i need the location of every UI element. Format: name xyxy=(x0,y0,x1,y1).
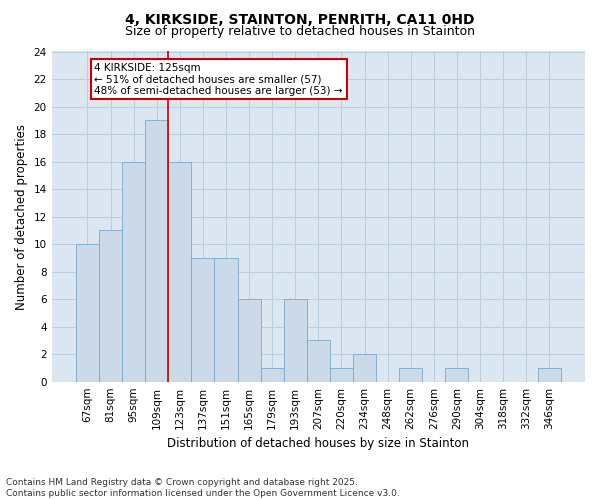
Bar xyxy=(214,258,238,382)
Bar xyxy=(238,299,260,382)
Bar xyxy=(168,162,191,382)
Bar xyxy=(538,368,561,382)
Text: 4, KIRKSIDE, STAINTON, PENRITH, CA11 0HD: 4, KIRKSIDE, STAINTON, PENRITH, CA11 0HD xyxy=(125,12,475,26)
Bar xyxy=(353,354,376,382)
X-axis label: Distribution of detached houses by size in Stainton: Distribution of detached houses by size … xyxy=(167,437,469,450)
Bar xyxy=(99,230,122,382)
Bar xyxy=(330,368,353,382)
Bar xyxy=(122,162,145,382)
Bar xyxy=(284,299,307,382)
Text: Contains HM Land Registry data © Crown copyright and database right 2025.
Contai: Contains HM Land Registry data © Crown c… xyxy=(6,478,400,498)
Text: 4 KIRKSIDE: 125sqm
← 51% of detached houses are smaller (57)
48% of semi-detache: 4 KIRKSIDE: 125sqm ← 51% of detached hou… xyxy=(94,62,343,96)
Bar xyxy=(307,340,330,382)
Bar xyxy=(260,368,284,382)
Bar xyxy=(76,244,99,382)
Bar xyxy=(445,368,469,382)
Bar xyxy=(191,258,214,382)
Y-axis label: Number of detached properties: Number of detached properties xyxy=(15,124,28,310)
Bar xyxy=(145,120,168,382)
Text: Size of property relative to detached houses in Stainton: Size of property relative to detached ho… xyxy=(125,25,475,38)
Bar xyxy=(399,368,422,382)
